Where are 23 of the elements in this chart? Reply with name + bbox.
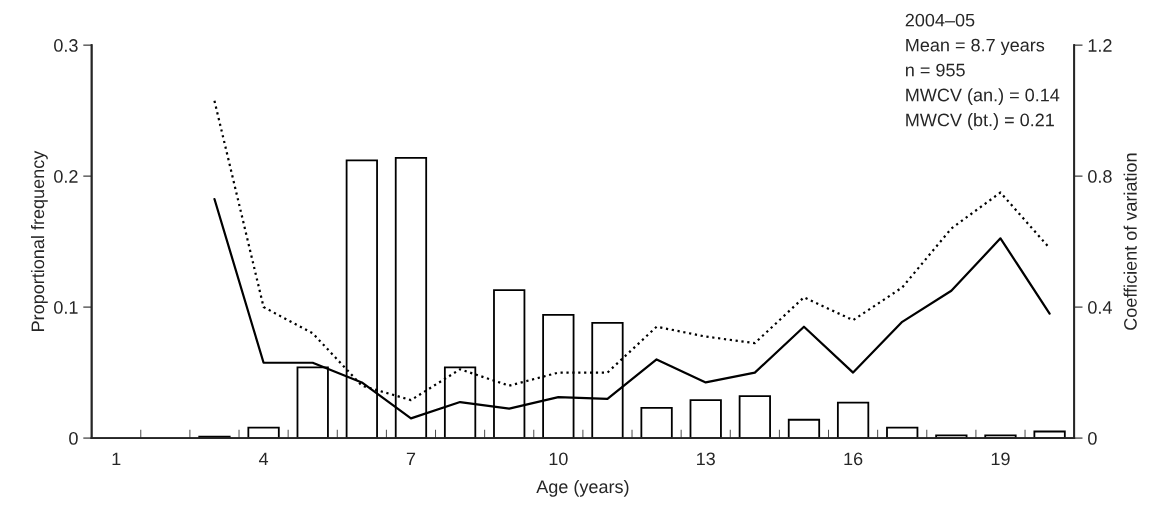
y2-tick-label: 0.4 [1088,301,1112,314]
x-tick-label: 19 [991,452,1010,466]
x-axis-title: Age (years) [536,479,629,497]
y-axis-title: Proportional frequency [30,150,48,331]
annotation: MWCV (bt.) = 0.21 [906,113,1054,130]
annotation: n = 955 [906,63,965,77]
x-tick-label: 10 [549,452,568,466]
y-tick-label: 0.1 [54,301,78,314]
x-tick-label: 7 [406,452,416,466]
x-tick-label: 16 [844,452,863,466]
y-tick-label: 0.3 [54,39,78,52]
y2-tick-label: 1.2 [1088,39,1112,52]
text: 2004–05 [905,13,975,27]
x-tick-label: 4 [258,452,269,466]
y-tick-label: 0.2 [54,170,78,183]
y2-tick-label: 0.8 [1088,170,1112,183]
x-tick-label: 13 [697,452,715,466]
x-tick-label: 1 [112,452,121,466]
annotation: Mean = 8.7 years [906,38,1045,56]
y2-tick-label: 0 [1088,432,1097,445]
y2-axis-title: Coefficient of variation [1123,153,1137,330]
annotation: MWCV (an.) = 0.14 [906,88,1060,105]
y-tick-label: 0 [69,432,78,445]
